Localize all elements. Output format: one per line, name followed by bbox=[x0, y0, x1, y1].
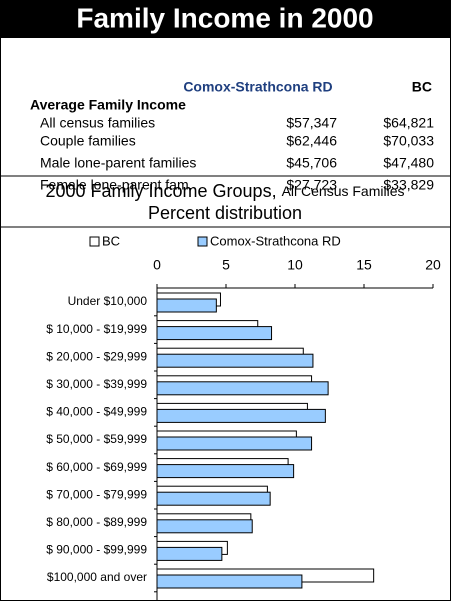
chart-title: 2000 Family Income Groups, All Census Fam… bbox=[45, 181, 404, 201]
column-header: Comox-Strathcona RD bbox=[183, 79, 332, 95]
bar bbox=[156, 326, 273, 341]
table-rows: All census families $57,347 $64,821 Couple … bbox=[40, 115, 434, 193]
legend-label: BC bbox=[102, 233, 120, 248]
cell: $33,829 bbox=[383, 177, 434, 193]
category-label: $ 30,000 - $39,999 bbox=[46, 377, 147, 391]
cell: $70,033 bbox=[383, 133, 434, 149]
bar bbox=[156, 408, 326, 423]
x-tick-label: 15 bbox=[356, 257, 372, 273]
category-label: $100,000 and over bbox=[47, 570, 147, 584]
bar bbox=[156, 436, 313, 451]
bar bbox=[156, 464, 295, 479]
chart-title-main: 2000 Family Income Groups, bbox=[45, 181, 276, 201]
cell: $45,706 bbox=[286, 155, 337, 171]
cell: $47,480 bbox=[383, 155, 434, 171]
section-label: Average Family Income bbox=[30, 97, 186, 113]
legend-label: Comox-Strathcona RD bbox=[210, 233, 341, 248]
row-label: Female lone-parent fam. bbox=[40, 177, 193, 193]
category-label: Under $10,000 bbox=[68, 294, 148, 308]
legend-swatch bbox=[89, 236, 100, 247]
title-band bbox=[0, 0, 451, 38]
category-label: $ 20,000 - $29,999 bbox=[46, 349, 147, 363]
cell: $27,723 bbox=[286, 177, 337, 193]
chart: BC Comox-Strathcona RD 0 5 10 15 20 Under $10,0… bbox=[46, 233, 441, 601]
page-title: Family Income in 2000 bbox=[76, 2, 373, 33]
bar bbox=[156, 381, 329, 396]
x-tick-label: 20 bbox=[425, 257, 441, 273]
category-label: $ 50,000 - $59,999 bbox=[46, 432, 147, 446]
bar bbox=[156, 574, 303, 589]
bar bbox=[156, 353, 314, 368]
legend-swatch bbox=[197, 236, 208, 247]
category-label: $ 90,000 - $99,999 bbox=[46, 543, 147, 557]
x-tick-label: 5 bbox=[222, 257, 230, 273]
chart-subtitle: Percent distribution bbox=[148, 203, 302, 223]
cell: $62,446 bbox=[286, 133, 337, 149]
bar bbox=[156, 546, 223, 561]
row-label: Couple families bbox=[40, 133, 136, 149]
bar bbox=[156, 519, 253, 534]
chart-title-note: All Census Families bbox=[282, 183, 405, 199]
x-tick-label: 10 bbox=[287, 257, 303, 273]
cell: $57,347 bbox=[286, 115, 337, 131]
category-label: $ 80,000 - $89,999 bbox=[46, 515, 147, 529]
column-header: BC bbox=[412, 79, 432, 95]
bar bbox=[156, 491, 271, 506]
category-label: $ 10,000 - $19,999 bbox=[46, 322, 147, 336]
row-label: All census families bbox=[40, 115, 155, 131]
cell: $64,821 bbox=[383, 115, 434, 131]
bar bbox=[156, 298, 217, 313]
category-label: $ 70,000 - $79,999 bbox=[46, 487, 147, 501]
x-tick-label: 0 bbox=[153, 257, 161, 273]
category-label: $ 60,000 - $69,999 bbox=[46, 460, 147, 474]
category-label: $ 40,000 - $49,999 bbox=[46, 405, 147, 419]
row-label: Male lone-parent families bbox=[40, 155, 196, 171]
